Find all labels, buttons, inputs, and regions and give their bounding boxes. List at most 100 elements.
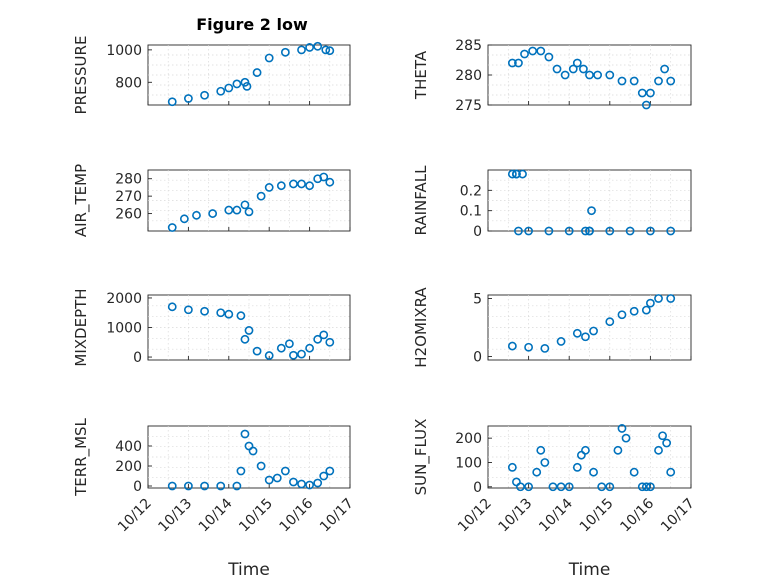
x-tick-label: 10/14 <box>536 495 576 535</box>
data-point <box>200 481 209 491</box>
data-point <box>540 458 550 467</box>
data-point <box>289 179 298 189</box>
data-point <box>646 226 655 236</box>
data-point <box>617 76 627 86</box>
data-point <box>524 226 533 236</box>
data-point <box>518 169 527 179</box>
data-point <box>216 308 226 318</box>
data-point <box>325 46 335 56</box>
data-point <box>605 317 615 327</box>
y-axis-label: PRESSURE <box>72 36 90 115</box>
data-point <box>666 76 676 86</box>
y-tick-label: 800 <box>115 75 142 91</box>
y-tick-label: 0 <box>133 350 142 366</box>
data-point <box>581 332 590 342</box>
data-point <box>242 81 252 91</box>
data-point <box>621 433 631 443</box>
data-point <box>224 205 234 215</box>
data-point <box>605 226 615 236</box>
y-tick-label: 260 <box>115 207 142 223</box>
data-point <box>305 480 314 490</box>
x-tick-label: 10/13 <box>496 496 536 536</box>
y-axis-label: H2OMIXRA <box>412 287 430 368</box>
data-point <box>276 343 286 353</box>
data-point <box>167 97 177 107</box>
data-point <box>637 482 647 492</box>
data-point <box>589 467 598 477</box>
grid <box>148 170 350 231</box>
data-point <box>646 88 655 98</box>
y-tick-label: 270 <box>115 189 142 205</box>
data-point <box>524 342 533 352</box>
y-tick-label: 2000 <box>106 291 142 307</box>
y-tick-label: 400 <box>115 439 142 455</box>
data-point <box>587 206 596 216</box>
panel-h2omixra: 0 5 H2OMIXRA <box>412 287 692 368</box>
data-point <box>658 431 667 441</box>
data-point <box>507 462 517 472</box>
data-point <box>179 214 189 224</box>
data-point <box>641 482 651 492</box>
y-tick-label: 0 <box>473 224 482 240</box>
data-point <box>613 445 623 455</box>
x-tick-label: 10/16 <box>277 495 317 535</box>
grid <box>148 426 350 488</box>
data-point <box>272 473 282 483</box>
data-point <box>276 181 286 191</box>
data-point <box>646 298 655 308</box>
panel-terr_msl: 0 200 400 10/12 10/13 10/14 10/15 10/16 10/17 TER… <box>72 417 357 580</box>
data-point <box>548 482 558 492</box>
data-point <box>313 334 323 344</box>
figure-title: Figure 2 low <box>196 15 308 34</box>
data-point <box>662 438 672 448</box>
y-axis-label: RAINFALL <box>412 165 430 236</box>
y-tick-label: 200 <box>455 431 482 447</box>
data-point <box>167 481 177 491</box>
y-tick-label: 1000 <box>106 43 142 59</box>
data-point <box>192 210 201 220</box>
y-tick-label: 280 <box>115 172 142 188</box>
data-point <box>617 424 627 433</box>
x-tick-label: 10/17 <box>317 496 357 536</box>
grid <box>488 170 691 231</box>
data-point <box>216 86 226 96</box>
data-point <box>264 53 274 63</box>
x-tick-label: 10/12 <box>115 496 155 536</box>
data-point <box>572 328 582 338</box>
data-point <box>516 482 525 492</box>
data-point <box>325 177 335 187</box>
data-point <box>325 337 335 347</box>
data-point <box>637 88 647 98</box>
data-point <box>289 350 298 360</box>
y-tick-label: 0 <box>133 479 142 495</box>
data-point <box>297 179 306 189</box>
data-point <box>660 64 670 74</box>
data-point <box>572 462 582 472</box>
y-tick-label: 5 <box>473 291 482 307</box>
data-point <box>248 446 258 456</box>
data-point <box>666 294 676 303</box>
panel-mixdepth: 0 1000 2000 MIXDEPTH <box>72 288 351 367</box>
data-point <box>520 49 529 59</box>
y-tick-label: 275 <box>455 98 482 114</box>
data-point <box>629 76 639 86</box>
data-point <box>325 466 335 476</box>
y-tick-label: 0 <box>473 480 482 496</box>
data-point <box>605 70 615 80</box>
data-point <box>240 200 250 210</box>
data-point <box>167 302 177 312</box>
data-point <box>313 41 323 51</box>
data-point <box>280 47 290 57</box>
data-point <box>313 478 323 488</box>
data-point <box>305 181 314 191</box>
data-point <box>666 226 676 236</box>
data-point <box>507 58 517 68</box>
data-point <box>321 45 331 55</box>
data-point <box>532 467 542 477</box>
data-point <box>256 191 266 201</box>
y-axis-label: THETA <box>412 50 430 100</box>
data-point <box>232 481 242 491</box>
data-point <box>536 46 546 56</box>
data-point <box>597 482 607 492</box>
